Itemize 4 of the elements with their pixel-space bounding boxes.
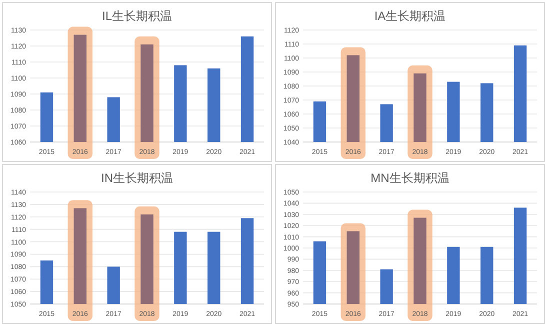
chart-title: MN生长期积温 <box>370 171 450 185</box>
chart-title: IL生长期积温 <box>102 9 172 23</box>
chart-title: IN生长期积温 <box>101 171 173 185</box>
chart-title: IA生长期积温 <box>374 9 446 23</box>
